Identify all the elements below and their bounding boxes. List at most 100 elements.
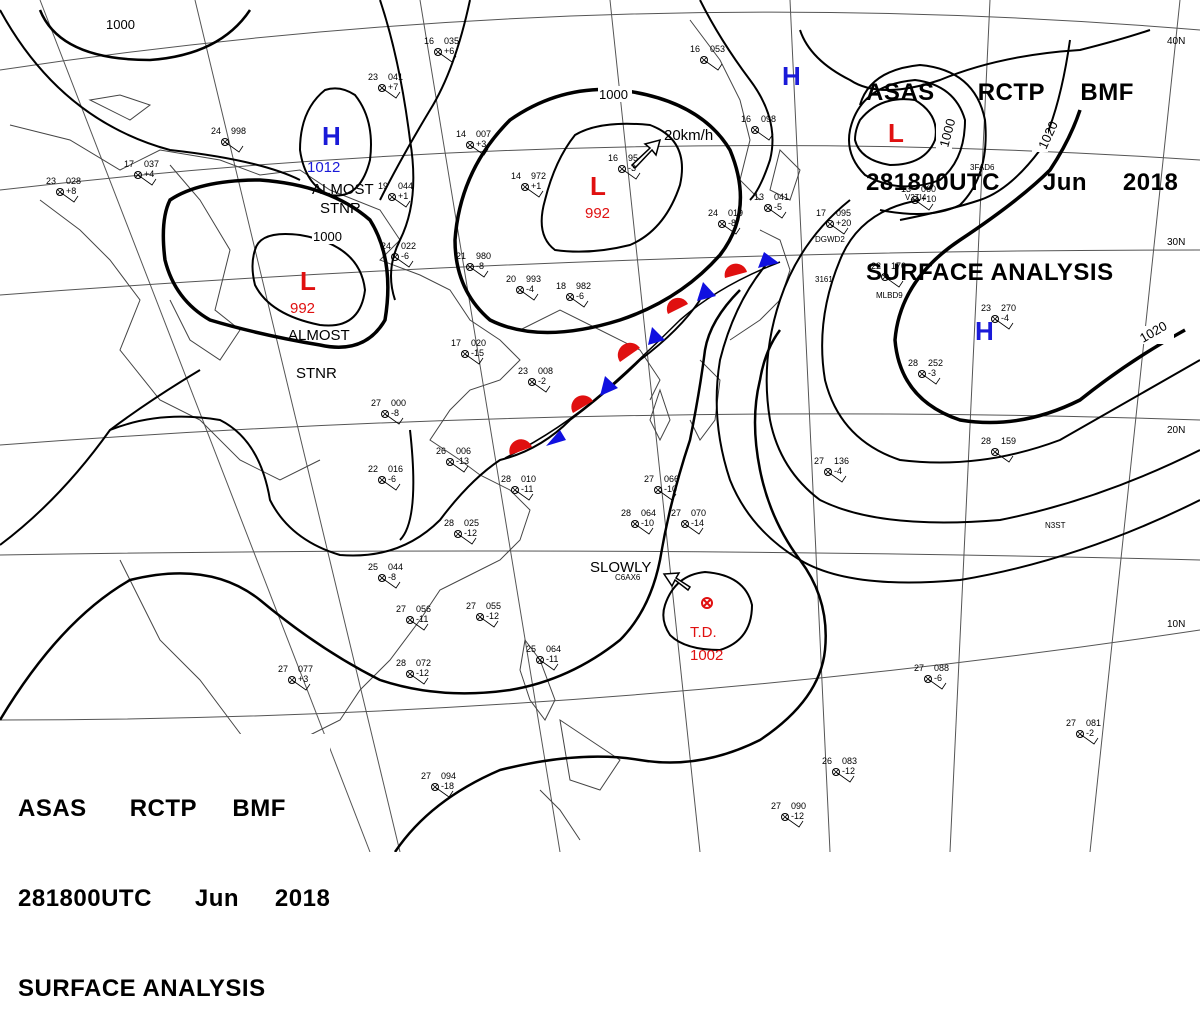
station-plot: 17 020-15	[451, 338, 486, 365]
isobar	[662, 570, 754, 652]
isobar	[799, 29, 1151, 91]
station-temp: 26	[436, 446, 446, 456]
station-temp: 28	[908, 358, 918, 368]
station-plot: 14 972+1	[511, 171, 546, 198]
station-tendency: +20	[836, 218, 851, 228]
station-plot: 16 098	[741, 114, 776, 141]
station-tendency: -8	[391, 408, 399, 418]
station-tendency: +7	[388, 82, 398, 92]
station-plot: 17 037+4	[124, 159, 159, 186]
station-pressure: 072	[416, 658, 431, 668]
station-plot: 26 083-12	[822, 756, 857, 783]
wind-barb-icon	[784, 816, 804, 828]
isobar	[540, 122, 683, 253]
station-plot: 23 041+7	[368, 72, 403, 99]
ship-id: 3161	[815, 275, 833, 284]
station-pressure: 159	[1001, 436, 1016, 446]
header-line-2: 281800UTC Jun 2018	[18, 885, 331, 912]
station-circle-icon	[378, 476, 386, 484]
tropical-depression-icon	[701, 597, 713, 609]
station-temp: 28	[444, 518, 454, 528]
station-temp: 23	[368, 72, 378, 82]
station-circle-icon	[631, 520, 639, 528]
station-pressure: 081	[1086, 718, 1101, 728]
station-temp: 23	[518, 366, 528, 376]
isobar-label: 1000	[936, 117, 958, 149]
isobar	[453, 87, 743, 335]
station-tendency: -12	[416, 668, 429, 678]
wind-barb-icon	[914, 199, 934, 211]
wind-barb-icon	[994, 451, 1014, 463]
warm-front-lobe	[666, 297, 688, 314]
low-value: 992	[290, 300, 315, 317]
isobar	[399, 429, 415, 541]
latitude-labels: 40N 30N 20N 10N	[1167, 36, 1185, 630]
lat-label: 10N	[1167, 619, 1185, 630]
station-tendency: -4	[834, 466, 842, 476]
wind-barb-icon	[409, 619, 429, 631]
station-circle-icon	[406, 616, 414, 624]
motion-arrow-icon	[662, 572, 692, 592]
station-temp: 25	[368, 562, 378, 572]
wind-barb-icon	[434, 786, 454, 798]
station-plot: 27 090-12	[771, 801, 806, 828]
wind-barb-icon	[59, 191, 79, 203]
station-plot: 27 055-12	[466, 601, 501, 628]
station-pressure: 270	[1001, 303, 1016, 313]
pressure-centers: H 1012 L 992 L 992 L H H T.D. 1002 SLOWL…	[288, 61, 994, 664]
warm-front-lobe	[724, 263, 747, 278]
station-circle-icon	[751, 126, 759, 134]
weather-map: 14 007+316 95-314 972+121 980-820 993-4 18 982-…	[0, 0, 1200, 852]
station-circle-icon	[461, 350, 469, 358]
station-tendency: -14	[691, 518, 704, 528]
ship-id: DGWD2	[815, 235, 845, 244]
isobar	[899, 39, 1071, 221]
station-circle-icon	[466, 141, 474, 149]
isobar	[379, 0, 415, 301]
station-circle-icon	[654, 486, 662, 494]
station-temp: 17	[451, 338, 461, 348]
high-marker: H	[782, 61, 801, 91]
isobar	[893, 109, 1186, 425]
station-temp: 18	[556, 281, 566, 291]
station-tendency: -6	[576, 291, 584, 301]
station-circle-icon	[911, 196, 919, 204]
station-plot: 28 159	[981, 436, 1016, 463]
station-circle-icon	[446, 458, 454, 466]
wind-barb-icon	[884, 276, 904, 288]
station-temp: 27	[644, 474, 654, 484]
ship-id: MLBD9	[876, 291, 903, 300]
station-pressure: 010	[521, 474, 536, 484]
station-plot: 23 028+8	[46, 176, 81, 203]
isobar-labels: 1000 1000 1000 1000 1020 1020	[105, 16, 1174, 346]
high-marker: H	[322, 121, 341, 151]
station-plot: 13 060+10	[901, 184, 936, 211]
wind-barb-icon	[829, 223, 849, 235]
station-circle-icon	[388, 193, 396, 201]
station-circle-icon	[832, 768, 840, 776]
station-tendency: -6	[934, 673, 942, 683]
low-marker: L	[888, 118, 904, 148]
station-tendency: -3	[628, 163, 636, 173]
wind-barb-icon	[684, 523, 704, 535]
station-pressure: 252	[928, 358, 943, 368]
station-tendency: +3	[298, 674, 308, 684]
isobar	[0, 299, 701, 557]
station-circle-icon	[528, 378, 536, 386]
station-circle-icon	[516, 286, 524, 294]
station-temp: 27	[671, 508, 681, 518]
station-tendency: -8	[728, 218, 736, 228]
station-temp: 16	[690, 44, 700, 54]
station-plot: 25 044-8	[368, 562, 403, 589]
wind-barb-icon	[381, 87, 401, 99]
wind-barb-icon	[479, 616, 499, 628]
header-top-right: ASAS RCTP BMF 281800UTC Jun 2018 SURFACE…	[866, 18, 1178, 318]
station-circle-icon	[824, 468, 832, 476]
station-tendency: -10	[641, 518, 654, 528]
station-temp: 14	[511, 171, 521, 181]
low-value: 992	[585, 205, 610, 222]
station-tendency: -13	[456, 456, 469, 466]
station-circle-icon	[536, 656, 544, 664]
station-circle-icon	[700, 56, 708, 64]
station-pressure: 007	[476, 129, 491, 139]
